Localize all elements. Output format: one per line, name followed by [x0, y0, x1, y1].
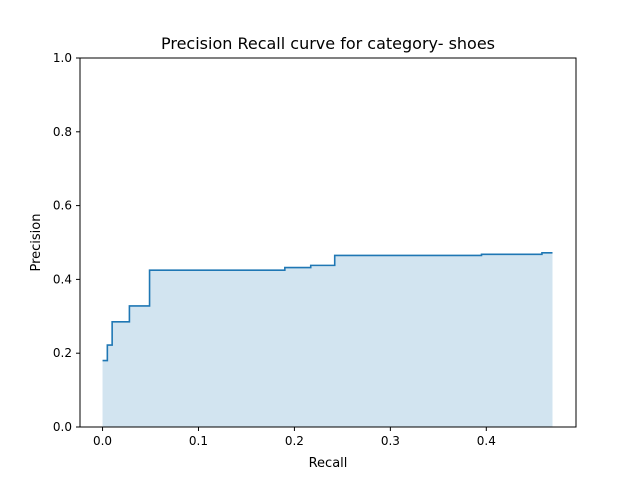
y-tick-label: 0.0 [53, 420, 72, 434]
series-area-fill [102, 252, 553, 427]
y-tick-label: 0.8 [53, 125, 72, 139]
y-tick-label: 0.4 [53, 272, 72, 286]
y-axis-ticks: 0.0 0.2 0.4 0.6 0.8 1.0 [53, 51, 80, 434]
x-tick-label: 0.1 [189, 434, 208, 448]
plot-layer [102, 252, 553, 427]
y-tick-label: 0.6 [53, 199, 72, 213]
x-tick-label: 0.2 [285, 434, 304, 448]
plot-frame [79, 57, 577, 428]
y-axis-title: Precision [29, 213, 44, 271]
x-tick-label: 0.4 [477, 434, 496, 448]
y-tick-label: 0.2 [53, 346, 72, 360]
series-step-line [102, 252, 553, 362]
x-tick-label: 0.3 [381, 434, 400, 448]
chart-title: Precision Recall curve for category- sho… [161, 34, 495, 53]
x-axis-title: Recall [309, 456, 348, 471]
x-axis-ticks: 0.0 0.1 0.2 0.3 0.4 [93, 427, 496, 448]
x-tick-label: 0.0 [93, 434, 112, 448]
y-tick-label: 1.0 [53, 51, 72, 65]
